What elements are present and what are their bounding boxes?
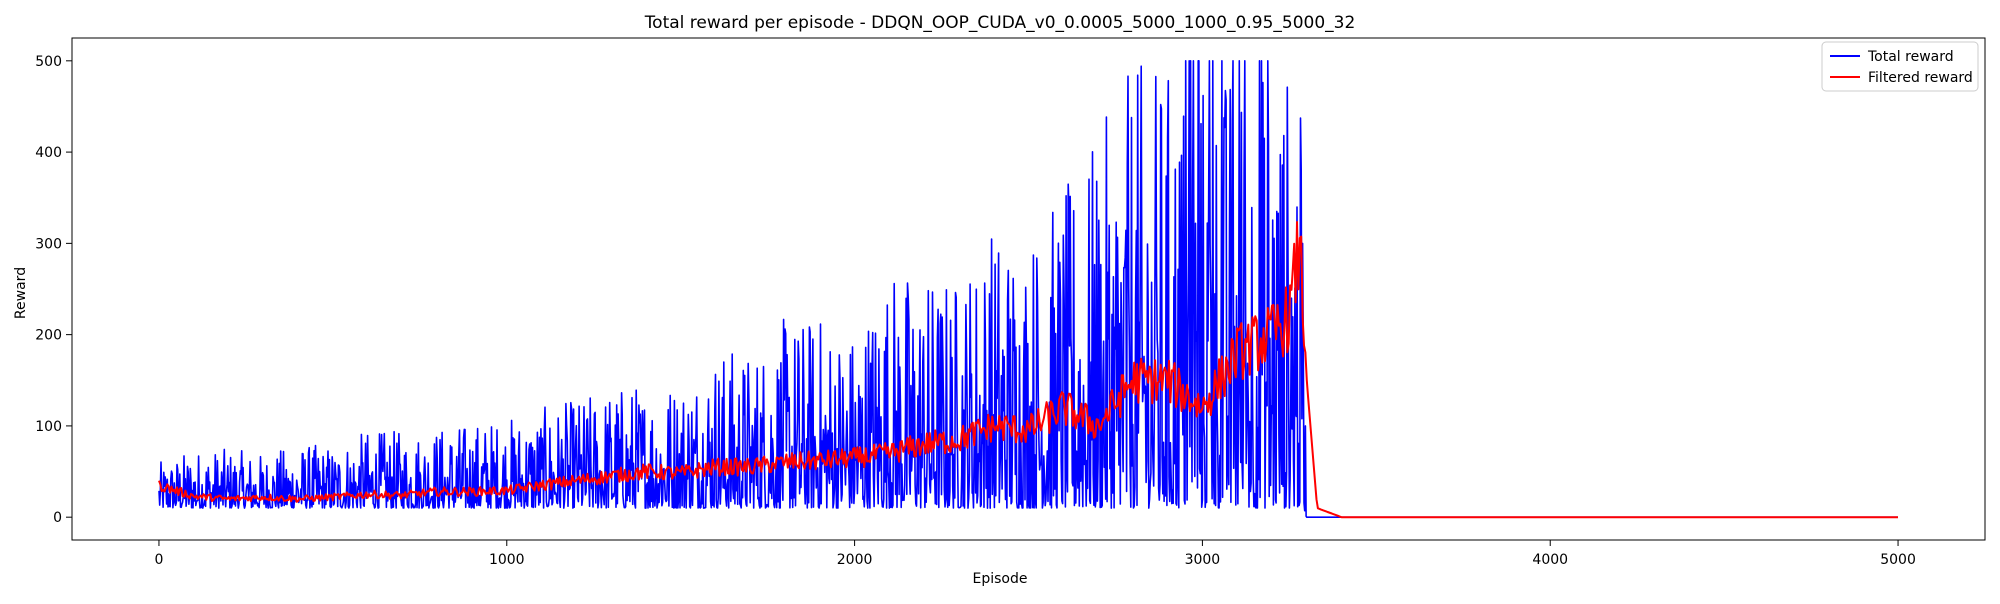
plot-area-frame <box>71 37 1986 541</box>
legend-label-total-reward: Total reward <box>1867 49 1954 65</box>
x-tick-label: 3000 <box>1185 552 1221 568</box>
legend: Total reward Filtered reward <box>1821 41 1979 92</box>
x-tick-label: 5000 <box>1880 552 1916 568</box>
x-tick-label: 4000 <box>1532 552 1568 568</box>
legend-label-filtered-reward: Filtered reward <box>1868 70 1973 86</box>
y-axis: 0 100 200 300 400 500 <box>35 54 72 526</box>
y-tick-label: 500 <box>35 54 62 70</box>
y-tick-label: 200 <box>35 328 62 344</box>
y-axis-title: Reward <box>13 267 29 319</box>
x-axis: 0 1000 2000 3000 4000 5000 <box>154 540 1916 568</box>
total-reward-line <box>158 60 1899 518</box>
y-tick-label: 0 <box>53 510 62 526</box>
x-tick-label: 2000 <box>837 552 873 568</box>
y-tick-label: 100 <box>35 419 62 435</box>
chart-title: Total reward per episode - DDQN_OOP_CUDA… <box>644 13 1356 33</box>
x-axis-title: Episode <box>973 571 1028 587</box>
y-tick-label: 300 <box>35 236 62 252</box>
y-tick-label: 400 <box>35 145 62 161</box>
legend-box <box>1821 41 1979 92</box>
filtered-reward-line <box>158 221 1898 519</box>
x-tick-label: 0 <box>154 552 163 568</box>
filtered-reward-layer <box>158 221 1898 519</box>
total-reward-layer <box>158 60 1899 518</box>
x-tick-label: 1000 <box>489 552 525 568</box>
